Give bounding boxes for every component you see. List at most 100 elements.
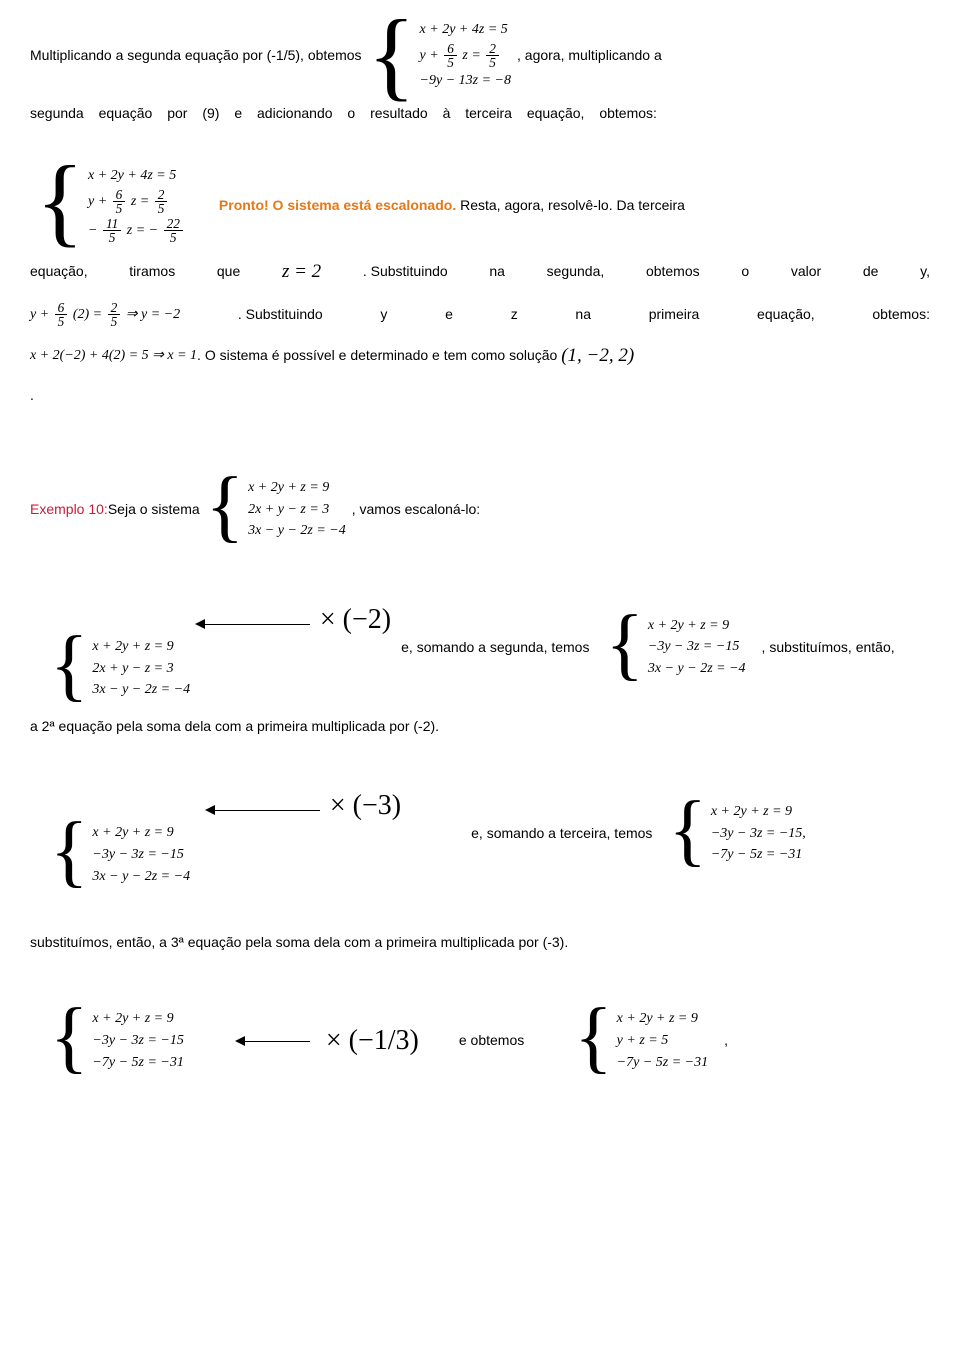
highlight-text: Pronto! O sistema está escalonado. <box>219 197 456 213</box>
eq-row: x + 2y + z = 9 <box>617 1009 708 1029</box>
eq-row: 2x + y − z = 3 <box>92 659 190 679</box>
system-step1b: { x + 2y + z = 9 −3y − 3z = −15 3x − y −… <box>605 616 745 679</box>
system-step3a: { x + 2y + z = 9 −3y − 3z = −15 −7y − 5z… <box>50 1009 184 1072</box>
eq-row: −7y − 5z = −31 <box>92 1053 183 1073</box>
word: valor <box>791 259 821 284</box>
line-sub3: substituímos, então, a 3ª equação pela s… <box>30 930 930 955</box>
arrow-icon <box>200 804 320 816</box>
word: y, <box>920 259 930 284</box>
text: e obtemos <box>459 1028 524 1053</box>
eq-row: − 115 z = − 225 <box>88 217 185 245</box>
step-3: { x + 2y + z = 9 −3y − 3z = −15 −7y − 5z… <box>30 1009 930 1072</box>
word: o <box>741 259 749 284</box>
eq-row: 3x − y − 2z = −4 <box>648 659 746 679</box>
word: . Substituindo <box>363 259 448 284</box>
arrow-icon <box>230 1035 310 1047</box>
math: z = 2 <box>282 255 321 289</box>
brace-icon: { <box>50 637 88 700</box>
eq-row: −3y − 3z = −15 <box>648 637 746 657</box>
word: de <box>863 259 879 284</box>
example-10: Exemplo 10: Seja o sistema { x + 2y + z … <box>30 478 930 541</box>
brace-icon: { <box>50 823 88 886</box>
line-4: equação, tiramos que z = 2 . Substituind… <box>30 255 930 289</box>
line-1: Multiplicando a segunda equação por (-1/… <box>30 20 930 91</box>
arrow-icon <box>190 618 310 630</box>
line-6-dot: . <box>30 383 930 408</box>
eq-row: −3y − 3z = −15 <box>92 845 190 865</box>
word: z <box>511 302 518 327</box>
text: , agora, multiplicando a <box>517 43 662 68</box>
word: na <box>489 259 505 284</box>
multiplier: × (−1/3) <box>326 1016 419 1066</box>
brace-icon: { <box>574 1009 612 1072</box>
word: tiramos <box>129 259 175 284</box>
math: x + 2(−2) + 4(2) = 5 ⇒ x = 1 <box>30 343 197 368</box>
brace-icon: { <box>206 478 244 541</box>
eq-row: 3x − y − 2z = −4 <box>92 867 190 887</box>
eq-row: −7y − 5z = −31 <box>711 845 806 865</box>
eq-row: x + 2y + 4z = 5 <box>88 166 185 186</box>
system-step3b: { x + 2y + z = 9 y + z = 5 −7y − 5z = −3… <box>574 1009 708 1072</box>
word: y <box>380 302 387 327</box>
word: equação, <box>757 302 815 327</box>
eq-row: −3y − 3z = −15, <box>711 824 806 844</box>
eq-row: 3x − y − 2z = −4 <box>92 680 190 700</box>
eq-row: 2x + y − z = 3 <box>248 500 346 520</box>
word: obtemos: <box>872 302 930 327</box>
line-5: y + 65 (2) = 25 ⇒ y = −2 . Substituindo … <box>30 301 930 329</box>
eq-row: x + 2y + z = 9 <box>648 616 746 636</box>
line-2: segunda equação por (9) e adicionando o … <box>30 101 930 126</box>
text: , <box>724 1028 728 1053</box>
text: Resta, agora, resolvê-lo. Da terceira <box>460 197 685 213</box>
step-2: × (−3) { x + 2y + z = 9 −3y − 3z = −15 3… <box>30 781 930 886</box>
math: y + 65 (2) = 25 ⇒ y = −2 <box>30 301 180 329</box>
eq-row: −7y − 5z = −31 <box>617 1053 708 1073</box>
eq-row: x + 2y + z = 9 <box>92 637 190 657</box>
eq-row: y + 65 z = 25 <box>88 188 185 216</box>
word: equação, <box>30 259 88 284</box>
system-step2b: { x + 2y + z = 9 −3y − 3z = −15, −7y − 5… <box>668 802 805 865</box>
system-step1a: { x + 2y + z = 9 2x + y − z = 3 3x − y −… <box>50 637 385 700</box>
system-ex10: { x + 2y + z = 9 2x + y − z = 3 3x − y −… <box>206 478 346 541</box>
eq-row: y + z = 5 <box>617 1031 708 1051</box>
word: obtemos <box>646 259 700 284</box>
math: (1, −2, 2) <box>561 339 634 373</box>
word: que <box>217 259 240 284</box>
word: . Substituindo <box>238 302 323 327</box>
example-label: Exemplo 10: <box>30 497 108 522</box>
word: e <box>445 302 453 327</box>
eq-row: x + 2y + z = 9 <box>92 823 190 843</box>
system-1: { x + 2y + 4z = 5 y + 65 z = 25 −9y − 13… <box>368 20 511 91</box>
brace-icon: { <box>668 802 706 865</box>
text: . O sistema é possível e determinado e t… <box>197 343 557 368</box>
text: e, somando a terceira, temos <box>471 821 652 846</box>
eq-row: −3y − 3z = −15 <box>92 1031 183 1051</box>
eq-row: x + 2y + z = 9 <box>711 802 806 822</box>
brace-icon: { <box>50 1009 88 1072</box>
line-6: x + 2(−2) + 4(2) = 5 ⇒ x = 1 . O sistema… <box>30 339 930 373</box>
eq-row: x + 2y + z = 9 <box>92 1009 183 1029</box>
text: . <box>30 383 34 408</box>
text: , vamos escaloná-lo: <box>352 497 480 522</box>
system-step2a: { x + 2y + z = 9 −3y − 3z = −15 3x − y −… <box>50 823 395 886</box>
eq-row: x + 2y + z = 9 <box>248 478 346 498</box>
block-3: { x + 2y + 4z = 5 y + 65 z = 25 − 115 z … <box>30 166 930 245</box>
step-1: × (−2) { x + 2y + z = 9 2x + y − z = 3 3… <box>30 595 930 739</box>
word: segunda, <box>547 259 605 284</box>
text: substituímos, então, a 3ª equação pela s… <box>30 930 568 955</box>
word: na <box>575 302 591 327</box>
text: a 2ª equação pela soma dela com a primei… <box>30 714 439 739</box>
text: segunda equação por (9) e adicionando o … <box>30 101 657 126</box>
eq-row: x + 2y + 4z = 5 <box>420 20 511 40</box>
word: primeira <box>649 302 700 327</box>
step1-line2: a 2ª equação pela soma dela com a primei… <box>30 714 930 739</box>
brace-icon: { <box>605 616 643 679</box>
brace-icon: { <box>368 20 416 91</box>
text: , substituímos, então, <box>762 635 895 660</box>
text: Seja o sistema <box>108 497 200 522</box>
text: Multiplicando a segunda equação por (-1/… <box>30 43 362 68</box>
brace-icon: { <box>36 166 84 245</box>
text: e, somando a segunda, temos <box>401 635 589 660</box>
system-2: { x + 2y + 4z = 5 y + 65 z = 25 − 115 z … <box>36 166 185 245</box>
eq-row: 3x − y − 2z = −4 <box>248 521 346 541</box>
